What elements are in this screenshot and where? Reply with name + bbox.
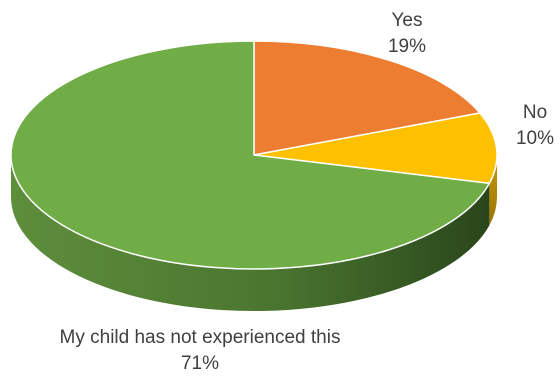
slice-side-not-experienced <box>11 155 490 312</box>
label-no: No 10% <box>516 102 554 149</box>
slice-value-yes: 19% <box>388 36 426 57</box>
label-yes: Yes 19% <box>388 10 426 57</box>
slice-value-no: 10% <box>516 128 554 149</box>
slice-label-no: No <box>523 102 547 123</box>
slice-label-not-experienced: My child has not experienced this <box>60 327 341 348</box>
slice-not-experienced <box>10 40 491 270</box>
slice-label-yes: Yes <box>392 10 423 31</box>
label-not-experienced: My child has not experienced this 71% <box>60 327 341 374</box>
slice-no <box>253 112 498 185</box>
slice-side-no <box>489 155 497 226</box>
pie-slices <box>10 40 498 270</box>
slice-yes <box>253 40 481 156</box>
slice-value-not-experienced: 71% <box>181 353 219 374</box>
pie-side-walls <box>11 155 497 312</box>
